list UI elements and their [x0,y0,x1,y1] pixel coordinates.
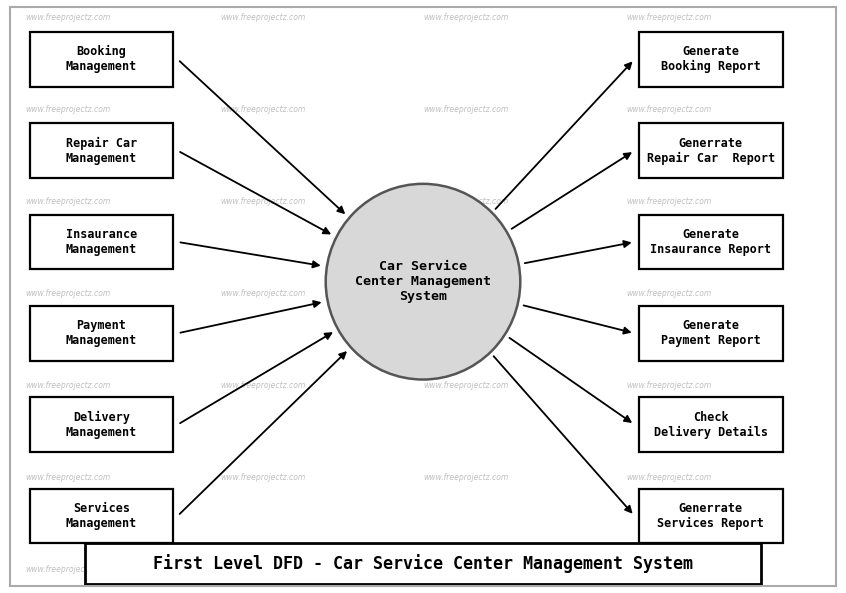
FancyBboxPatch shape [639,123,783,178]
Text: www.freeprojectz.com: www.freeprojectz.com [220,197,305,206]
Text: www.freeprojectz.com: www.freeprojectz.com [626,197,711,206]
Text: www.freeprojectz.com: www.freeprojectz.com [626,565,711,574]
Text: www.freeprojectz.com: www.freeprojectz.com [423,381,508,390]
Text: www.freeprojectz.com: www.freeprojectz.com [25,381,111,390]
Text: Insaurance
Management: Insaurance Management [66,228,137,256]
Text: Generrate
Services Report: Generrate Services Report [657,502,764,530]
Text: www.freeprojectz.com: www.freeprojectz.com [25,289,111,298]
FancyBboxPatch shape [639,306,783,361]
Text: www.freeprojectz.com: www.freeprojectz.com [626,289,711,298]
Text: www.freeprojectz.com: www.freeprojectz.com [25,473,111,482]
FancyBboxPatch shape [85,543,761,584]
FancyBboxPatch shape [30,32,173,87]
FancyBboxPatch shape [30,489,173,543]
Text: Check
Delivery Details: Check Delivery Details [654,410,767,439]
Text: www.freeprojectz.com: www.freeprojectz.com [25,13,111,23]
Text: www.freeprojectz.com: www.freeprojectz.com [25,197,111,206]
Text: Payment
Management: Payment Management [66,319,137,347]
Text: www.freeprojectz.com: www.freeprojectz.com [423,473,508,482]
Text: Generate
Payment Report: Generate Payment Report [661,319,761,347]
Text: www.freeprojectz.com: www.freeprojectz.com [220,289,305,298]
Text: www.freeprojectz.com: www.freeprojectz.com [220,13,305,23]
Text: Generate
Booking Report: Generate Booking Report [661,45,761,74]
Text: www.freeprojectz.com: www.freeprojectz.com [220,381,305,390]
Text: Repair Car
Management: Repair Car Management [66,136,137,165]
Text: www.freeprojectz.com: www.freeprojectz.com [220,105,305,114]
Text: www.freeprojectz.com: www.freeprojectz.com [220,473,305,482]
Text: www.freeprojectz.com: www.freeprojectz.com [423,197,508,206]
Text: www.freeprojectz.com: www.freeprojectz.com [626,381,711,390]
FancyBboxPatch shape [30,397,173,452]
FancyBboxPatch shape [639,489,783,543]
Text: www.freeprojectz.com: www.freeprojectz.com [423,13,508,23]
Text: Services
Management: Services Management [66,502,137,530]
FancyBboxPatch shape [30,215,173,269]
Text: www.freeprojectz.com: www.freeprojectz.com [25,105,111,114]
FancyBboxPatch shape [639,215,783,269]
Ellipse shape [326,184,520,380]
Text: www.freeprojectz.com: www.freeprojectz.com [626,473,711,482]
Text: www.freeprojectz.com: www.freeprojectz.com [423,565,508,574]
Text: Car Service
Center Management
System: Car Service Center Management System [355,260,491,303]
Text: Generrate
Repair Car  Report: Generrate Repair Car Report [646,136,775,165]
Text: Delivery
Management: Delivery Management [66,410,137,439]
FancyBboxPatch shape [30,123,173,178]
Text: www.freeprojectz.com: www.freeprojectz.com [626,105,711,114]
Text: www.freeprojectz.com: www.freeprojectz.com [25,565,111,574]
FancyBboxPatch shape [30,306,173,361]
Text: www.freeprojectz.com: www.freeprojectz.com [423,105,508,114]
Text: First Level DFD - Car Service Center Management System: First Level DFD - Car Service Center Man… [153,554,693,573]
Text: www.freeprojectz.com: www.freeprojectz.com [626,13,711,23]
FancyBboxPatch shape [639,397,783,452]
Text: Generate
Insaurance Report: Generate Insaurance Report [650,228,772,256]
Text: www.freeprojectz.com: www.freeprojectz.com [220,565,305,574]
FancyBboxPatch shape [639,32,783,87]
Text: Booking
Management: Booking Management [66,45,137,74]
Text: www.freeprojectz.com: www.freeprojectz.com [423,289,508,298]
